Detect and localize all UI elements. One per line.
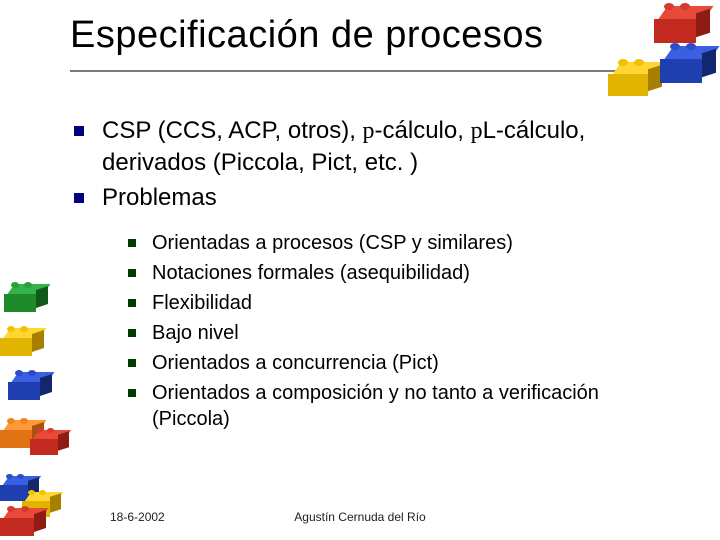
title-underline [70, 70, 630, 72]
bullet-text: Problemas [102, 184, 217, 211]
lego-cluster-bottom-left [0, 280, 100, 540]
lego-brick-icon [0, 508, 46, 538]
bullet-text: Bajo nivel [152, 322, 239, 344]
bullet-l1-item: Problemas Orientadas a procesos (CSP y s… [68, 182, 678, 431]
slide-body: CSP (CCS, ACP, otros), p-cálculo, pL-cál… [68, 115, 678, 436]
slide-title: Especificación de procesos [70, 14, 630, 57]
lego-brick-icon [0, 328, 44, 358]
lego-brick-icon [8, 372, 52, 402]
bullet-text: Orientadas a procesos (CSP y similares) [152, 232, 513, 254]
bullet-l2-item: Notaciones formales (asequibilidad) [122, 260, 678, 286]
bullet-text: Orientados a concurrencia (Pict) [152, 352, 439, 374]
bullet-list-l2: Orientadas a procesos (CSP y similares) … [102, 230, 678, 432]
bullet-l2-item: Orientados a composición y no tanto a ve… [122, 380, 678, 432]
lego-brick-icon [30, 430, 70, 458]
lego-brick-icon [4, 284, 48, 314]
bullet-l2-item: Orientadas a procesos (CSP y similares) [122, 230, 678, 256]
bullet-list-l1: CSP (CCS, ACP, otros), p-cálculo, pL-cál… [68, 115, 678, 432]
bullet-text: Notaciones formales (asequibilidad) [152, 262, 470, 284]
pi-symbol: p [471, 118, 483, 144]
bullet-l2-item: Bajo nivel [122, 320, 678, 346]
footer-author: Agustín Cernuda del Río [0, 510, 720, 524]
lego-cluster-top-right [600, 0, 720, 120]
bullet-l2-item: Flexibilidad [122, 290, 678, 316]
bullet-l2-item: Orientados a concurrencia (Pict) [122, 350, 678, 376]
bullet-text: CSP (CCS, ACP, otros), [102, 117, 363, 144]
pi-symbol: p [363, 118, 375, 144]
bullet-l1-item: CSP (CCS, ACP, otros), p-cálculo, pL-cál… [68, 115, 678, 178]
lego-brick-icon [660, 46, 714, 86]
bullet-text: -cálculo, [375, 117, 471, 144]
slide: Especificación de procesos CSP (CCS, ACP… [0, 0, 720, 540]
lego-brick-icon [608, 62, 660, 98]
bullet-text: Flexibilidad [152, 292, 252, 314]
lego-brick-icon [654, 6, 708, 46]
bullet-text: Orientados a composición y no tanto a ve… [152, 382, 599, 430]
